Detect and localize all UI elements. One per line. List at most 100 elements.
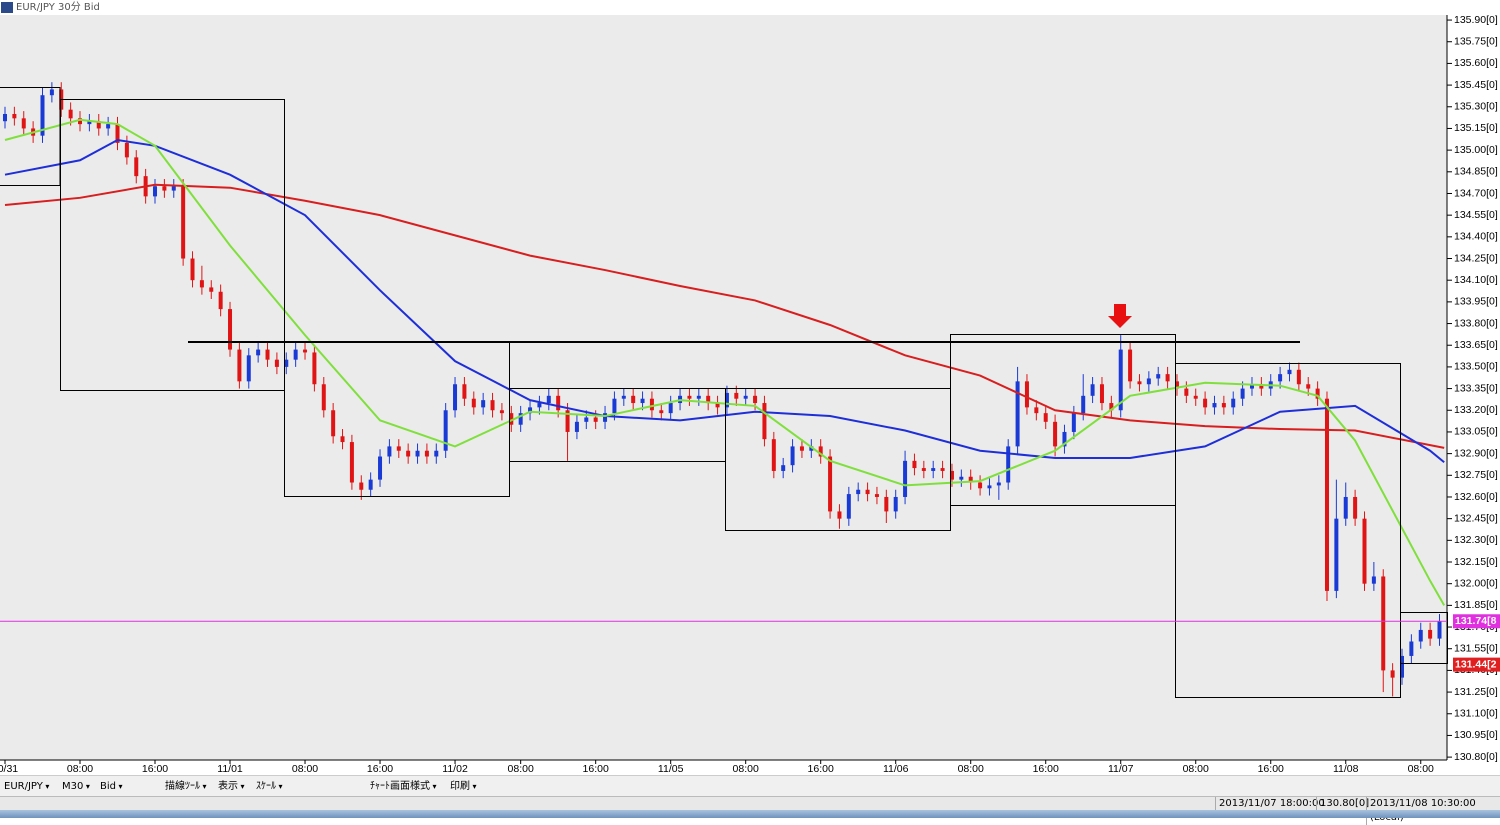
x-tick-label: 16:00 <box>808 763 834 775</box>
y-axis-area <box>1447 0 1500 775</box>
candle-body <box>209 287 214 292</box>
candle-body <box>509 413 514 425</box>
range-box <box>60 99 285 391</box>
x-tick-label: 08:00 <box>292 763 318 775</box>
y-tick-label: 131.10[0] <box>1454 708 1498 720</box>
candle-body <box>237 349 242 382</box>
chart: 135.90[0] 135.75[0] 135.60[0] 135.45[0] 135.… <box>0 0 1500 775</box>
candle-body <box>1231 398 1236 408</box>
candle-body <box>949 470 954 480</box>
candle-body <box>603 413 608 422</box>
candle-body <box>1296 369 1301 385</box>
candle-body <box>199 280 204 288</box>
moving-average <box>4 138 1445 464</box>
candle-body <box>903 460 908 497</box>
toolbar-item[interactable]: 描線ﾂｰﾙ <box>165 776 207 797</box>
candle-body <box>256 349 261 356</box>
candle-body <box>1090 384 1095 396</box>
candle-body <box>1324 398 1329 591</box>
toolbar-item[interactable]: ｽｹｰﾙ <box>256 776 283 797</box>
x-tick-label: 16:00 <box>1033 763 1059 775</box>
y-tick-label: 133.05[0] <box>1454 426 1498 438</box>
candle-body <box>106 124 111 129</box>
x-tick-label: 11/02 <box>442 763 468 775</box>
candle-body <box>556 395 561 411</box>
x-tick-label: 08:00 <box>67 763 93 775</box>
candle-body <box>1109 403 1114 411</box>
candle-body <box>968 476 973 483</box>
candle-body <box>303 349 308 353</box>
candle-body <box>340 436 345 443</box>
candle-body <box>884 496 889 512</box>
y-tick-label: 135.30[0] <box>1454 101 1498 113</box>
candle-body <box>424 450 429 457</box>
toolbar-item[interactable]: 印刷 <box>450 776 477 797</box>
x-tick-label: 08:00 <box>958 763 984 775</box>
candle-body <box>621 395 626 399</box>
y-tick-label: 134.85[0] <box>1454 166 1498 178</box>
status-field: 2013/11/07 18:00:00 <box>1215 797 1328 811</box>
candle-body <box>687 395 692 399</box>
toolbar-item[interactable]: ﾁｬｰﾄ画面様式 <box>370 776 437 797</box>
toolbar-item[interactable]: EUR/JPY <box>4 776 49 797</box>
candle-body <box>799 446 804 451</box>
candle-body <box>368 479 373 490</box>
candle-body <box>453 384 458 411</box>
candle-body <box>1428 629 1433 639</box>
y-tick-label: 133.50[0] <box>1454 361 1498 373</box>
candle-body <box>1409 641 1414 656</box>
title-bar: EUR/JPY 30分 Bid <box>0 0 1447 15</box>
candle-body <box>1353 496 1358 519</box>
candle-body <box>1306 384 1311 389</box>
y-tick-label: 132.45[0] <box>1454 512 1498 524</box>
candle-body <box>387 446 392 457</box>
candle-body <box>640 398 645 404</box>
x-tick-label: 08:00 <box>1183 763 1209 775</box>
candle-body <box>434 450 439 457</box>
candle-body <box>1334 518 1339 591</box>
y-tick-label: 134.55[0] <box>1454 209 1498 221</box>
plot-area <box>0 15 1447 760</box>
candle-body <box>1203 398 1208 408</box>
y-tick-label: 132.90[0] <box>1454 447 1498 459</box>
candle-body <box>359 482 364 490</box>
candle-body <box>912 460 917 469</box>
x-tick-label: 11/08 <box>1333 763 1359 775</box>
y-tick-label: 135.00[0] <box>1454 144 1498 156</box>
candle-body <box>274 359 279 367</box>
candle-body <box>1240 388 1245 399</box>
candle-body <box>1212 403 1217 408</box>
candle-body <box>284 359 289 367</box>
x-tick-label: 11/06 <box>883 763 909 775</box>
candle-body <box>631 395 636 404</box>
candle-body <box>1315 388 1320 399</box>
candle-body <box>537 403 542 408</box>
price-label: 131.44[2 <box>1455 658 1497 670</box>
candle-body <box>21 118 26 129</box>
candle-body <box>68 109 73 119</box>
window-title: EUR/JPY 30分 Bid <box>16 2 100 13</box>
candle-body <box>809 446 814 451</box>
candle-body <box>781 465 786 471</box>
toolbar-item[interactable]: Bid <box>100 776 123 797</box>
y-tick-label: 132.15[0] <box>1454 556 1498 568</box>
candle-body <box>378 456 383 480</box>
arrow <box>1108 304 1132 328</box>
candle-body <box>940 468 945 471</box>
candle-body <box>1024 381 1029 408</box>
toolbar-item[interactable]: M30 <box>62 776 90 797</box>
candle-body <box>1184 388 1189 396</box>
candle-body <box>312 352 317 385</box>
y-tick-label: 133.20[0] <box>1454 404 1498 416</box>
candle-body <box>321 384 326 411</box>
candle-body <box>649 398 654 411</box>
x-tick-label: 08:00 <box>508 763 534 775</box>
candle-body <box>743 395 748 399</box>
candle-body <box>828 456 833 512</box>
candle-body <box>96 121 101 129</box>
candle-body <box>190 258 195 281</box>
candle-body <box>1390 670 1395 678</box>
candle-body <box>528 407 533 414</box>
toolbar-item[interactable]: 表示 <box>218 776 245 797</box>
